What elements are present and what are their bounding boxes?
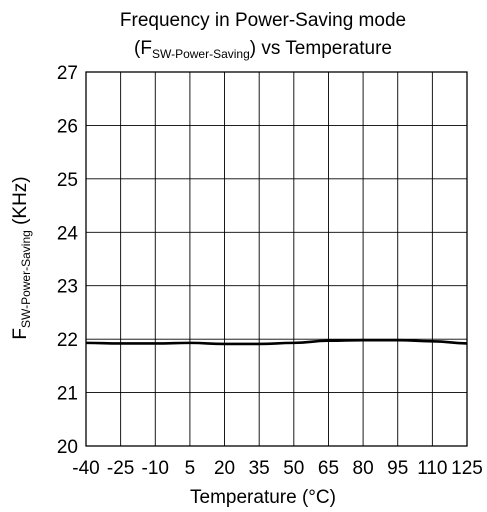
chart-title-prefix: (F (134, 38, 152, 59)
x-tick-labels: -40 -25 -10 5 20 35 50 65 80 95 110 125 (72, 458, 483, 479)
x-tick-label: -25 (107, 458, 134, 479)
x-tick-label: 35 (249, 458, 270, 479)
y-tick-label: 21 (57, 384, 78, 405)
y-axis-label-suffix: (KHz) (10, 176, 31, 230)
y-tick-label: 22 (57, 330, 78, 351)
x-tick-label: -10 (142, 458, 169, 479)
x-tick-label: 80 (353, 458, 374, 479)
x-tick-label: -40 (72, 458, 99, 479)
x-tick-label: 65 (318, 458, 339, 479)
chart-title-suffix: ) vs Temperature (250, 38, 392, 59)
series-group (85, 338, 468, 346)
series-line (85, 338, 468, 346)
grid (85, 71, 468, 447)
y-tick-labels: 20 21 22 23 24 25 26 27 (57, 63, 79, 458)
x-tick-label: 110 (417, 458, 447, 479)
x-tick-label: 125 (451, 458, 483, 479)
x-tick-label: 95 (387, 458, 408, 479)
y-tick-label: 27 (57, 63, 78, 84)
y-tick-label: 24 (57, 223, 79, 244)
chart-title-line1: Frequency in Power-Saving mode (120, 10, 406, 31)
x-tick-label: 50 (283, 458, 304, 479)
x-tick-label: 5 (185, 458, 196, 479)
plot-frame (85, 71, 468, 447)
chart-title-line2: (FSW-Power-Saving) vs Temperature (134, 38, 392, 61)
chart-title-subscript: SW-Power-Saving (152, 47, 250, 61)
y-tick-label: 20 (57, 437, 78, 458)
y-tick-label: 23 (57, 277, 78, 298)
y-tick-label: 26 (57, 116, 78, 137)
x-tick-label: 20 (214, 458, 235, 479)
y-axis-label: FSW-Power-Saving (KHz) (10, 176, 33, 339)
y-tick-label: 25 (57, 170, 78, 191)
x-axis-label: Temperature (°C) (190, 487, 336, 508)
y-axis-label-subscript: SW-Power-Saving (19, 230, 33, 328)
y-axis-label-main: F (10, 328, 31, 340)
